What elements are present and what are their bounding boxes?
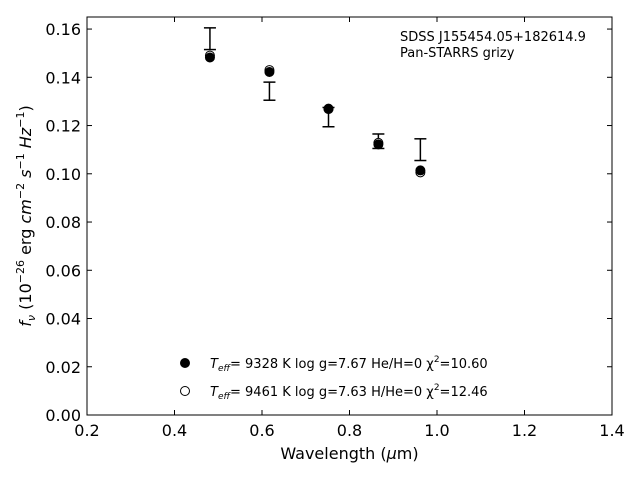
x-axis-label: Wavelength (μm) <box>280 444 418 463</box>
legend-marker-filled <box>180 358 190 368</box>
x-tick-label: 0.8 <box>337 421 362 440</box>
legend: Teff= 9328 K log g=7.67 He/H=0 χ2=10.60 … <box>180 355 488 402</box>
error-bar <box>263 81 276 101</box>
x-tick-label: 0.2 <box>74 421 99 440</box>
model-point-filled <box>323 103 334 114</box>
model-point-filled <box>204 52 215 63</box>
legend-marker-open <box>180 386 190 396</box>
model-point-filled <box>373 139 384 150</box>
x-tick-label: 0.4 <box>162 421 187 440</box>
legend-entry-filled: Teff= 9328 K log g=7.67 He/H=0 χ2=10.60 <box>210 355 488 374</box>
plot-frame <box>86 16 613 416</box>
x-tick-label: 1.4 <box>599 421 624 440</box>
model-point-filled <box>264 66 275 77</box>
x-tick-label: 1.2 <box>512 421 537 440</box>
data-marks <box>203 27 427 178</box>
y-tick-label: 0.12 <box>45 117 81 136</box>
y-axis-label: fν (10−26 erg cm−2 s−1 Hz−1) <box>14 105 38 326</box>
annotation-survey: Pan-STARRS grizy <box>400 46 515 61</box>
x-tick-label: 1.0 <box>424 421 449 440</box>
y-tick-label: 0.14 <box>45 68 81 87</box>
annotation-object-name: SDSS J155454.05+182614.9 <box>400 30 586 45</box>
axes-ticks: 0.2 0.4 0.6 0.8 1.0 1.2 1.4 0.00 0.02 0.04 0.06 0.0… <box>45 17 625 440</box>
model-point-filled <box>415 165 426 176</box>
y-tick-label: 0.04 <box>45 310 81 329</box>
error-bar <box>203 27 216 51</box>
y-tick-label: 0.08 <box>45 213 81 232</box>
y-tick-label: 0.06 <box>45 261 81 280</box>
y-tick-label: 0.16 <box>45 20 81 39</box>
legend-entry-open: Teff= 9461 K log g=7.63 H/He=0 χ2=12.46 <box>210 383 488 402</box>
y-tick-label: 0.00 <box>45 406 81 425</box>
y-tick-label: 0.02 <box>45 358 81 377</box>
x-tick-label: 0.6 <box>249 421 274 440</box>
y-tick-label: 0.10 <box>45 165 81 184</box>
error-bar <box>414 138 427 162</box>
